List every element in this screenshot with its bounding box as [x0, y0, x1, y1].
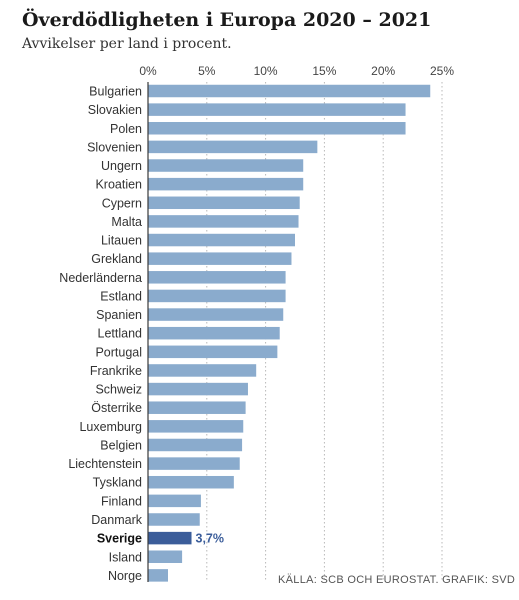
category-label-schweiz: Schweiz — [95, 383, 142, 397]
bar-slovenien — [148, 140, 318, 154]
category-label-cypern: Cypern — [102, 196, 142, 210]
category-label-danmark: Danmark — [91, 513, 142, 527]
bar-finland — [148, 494, 201, 508]
category-label-estland: Estland — [100, 289, 142, 303]
bar-slovakien — [148, 103, 406, 116]
bar-grekland — [148, 252, 292, 265]
bar-spanien — [148, 308, 284, 321]
bar-danmark — [148, 513, 200, 526]
category-label-portugal: Portugal — [95, 345, 142, 359]
category-label-slovenien: Slovenien — [87, 140, 142, 154]
category-label-grekland: Grekland — [91, 252, 142, 266]
bar-tyskland — [148, 475, 234, 489]
category-label-norge: Norge — [108, 569, 142, 583]
tick-label-10: 10% — [254, 64, 278, 78]
category-label-ungern: Ungern — [101, 159, 142, 173]
bar-lettland — [148, 326, 280, 340]
bar-belgien — [148, 438, 243, 452]
category-label-slovakien: Slovakien — [88, 103, 142, 117]
tick-label-0: 0% — [139, 64, 157, 78]
category-label-bulgarien: Bulgarien — [89, 85, 142, 99]
tick-label-20: 20% — [371, 64, 395, 78]
category-label-polen: Polen — [110, 122, 142, 136]
category-label-luxemburg: Luxemburg — [79, 420, 142, 434]
category-label-nederländerna: Nederländerna — [59, 271, 142, 285]
category-label-litauen: Litauen — [101, 234, 142, 248]
category-label-liechtenstein: Liechtenstein — [68, 457, 142, 471]
category-label-kroatien: Kroatien — [95, 178, 142, 192]
category-label-finland: Finland — [101, 494, 142, 508]
category-label-malta: Malta — [111, 215, 142, 229]
bar-cypern — [148, 196, 300, 210]
bar-liechtenstein — [148, 457, 240, 470]
category-label-österrike: Österrike — [91, 401, 142, 415]
category-label-tyskland: Tyskland — [93, 476, 142, 490]
category-label-belgien: Belgien — [100, 438, 142, 452]
bar-luxemburg — [148, 420, 244, 433]
category-label-frankrike: Frankrike — [90, 364, 142, 378]
category-label-spanien: Spanien — [96, 308, 142, 322]
chart-subtitle: Avvikelser per land i procent. — [22, 36, 232, 52]
chart-title: Överdödligheten i Europa 2020 – 2021 — [22, 9, 432, 31]
bar-frankrike — [148, 364, 257, 377]
bar-bulgarien — [148, 84, 431, 98]
category-label-sverige: Sverige — [97, 532, 142, 546]
bar-nederländerna — [148, 271, 286, 284]
bar-malta — [148, 215, 299, 228]
bar-österrike — [148, 401, 246, 414]
bar-schweiz — [148, 382, 248, 396]
tick-label-25: 25% — [430, 64, 454, 78]
bar-ungern — [148, 159, 304, 172]
value-label-sverige: 3,7% — [196, 532, 225, 546]
bar-estland — [148, 289, 286, 303]
tick-label-15: 15% — [312, 64, 336, 78]
bar-kroatien — [148, 177, 304, 191]
bar-norge — [148, 569, 168, 582]
category-label-lettland: Lettland — [98, 327, 143, 341]
bar-sverige — [148, 531, 192, 545]
bar-portugal — [148, 345, 278, 359]
source-credit: KÄLLA: SCB OCH EUROSTAT. GRAFIK: SVD — [278, 574, 516, 586]
bar-polen — [148, 122, 406, 135]
tick-label-5: 5% — [198, 64, 216, 78]
category-label-island: Island — [109, 550, 142, 564]
bar-litauen — [148, 233, 295, 247]
bar-island — [148, 550, 183, 563]
